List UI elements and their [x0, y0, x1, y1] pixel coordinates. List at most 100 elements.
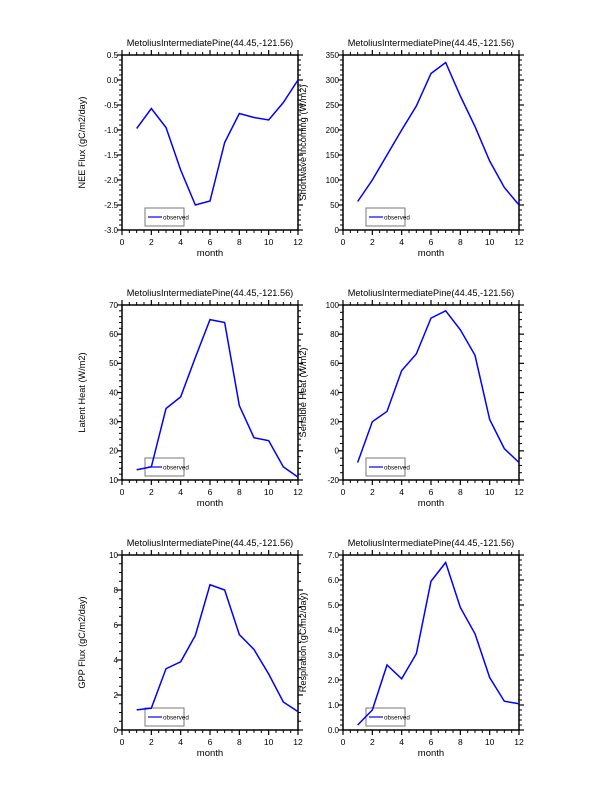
y-axis-label: Sensible Heat (W/m2)	[298, 348, 308, 438]
x-tick-label: 2	[370, 487, 375, 497]
x-tick-label: 8	[237, 237, 242, 247]
y-tick-label: -0.5	[104, 101, 118, 110]
legend-box	[365, 207, 406, 227]
plot-frame	[342, 54, 520, 231]
y-tick-label: 3.0	[328, 651, 340, 660]
x-tick-label: 12	[293, 487, 303, 497]
plot-frame	[121, 554, 299, 731]
data-line-observed	[136, 583, 299, 713]
y-tick-label: 0	[114, 726, 119, 735]
x-tick-label: 12	[514, 737, 524, 747]
y-tick-label: 30	[109, 417, 118, 426]
x-tick-label: 2	[370, 737, 375, 747]
legend-label: observed	[384, 215, 410, 222]
x-tick-label: 8	[237, 487, 242, 497]
chart-title: MetoliusIntermediatePine(44.45,-121.56)	[348, 538, 515, 548]
x-tick-label: 6	[429, 237, 434, 247]
y-tick-label: -1.0	[104, 126, 118, 135]
y-axis-label: GPP Flux (gC/m2/day)	[77, 596, 87, 688]
y-tick-label: 200	[326, 126, 340, 135]
data-line-observed	[357, 560, 520, 726]
y-axis-label: Latent Heat (W/m2)	[77, 352, 87, 432]
chart-panel-sensible-heat: MetoliusIntermediatePine(44.45,-121.56) m…	[298, 288, 524, 509]
x-tick-label: 12	[293, 237, 303, 247]
y-tick-label: 0	[335, 447, 340, 456]
plot-frame	[342, 304, 520, 481]
x-tick-label: 2	[149, 737, 154, 747]
x-tick-label: 0	[120, 737, 125, 747]
y-axis-label: Shortwave Incoming (W/m2)	[298, 85, 308, 201]
x-tick-label: 8	[237, 737, 242, 747]
y-tick-label: 5.0	[328, 601, 340, 610]
y-tick-label: 40	[330, 388, 339, 397]
x-tick-label: 6	[208, 737, 213, 747]
y-tick-label: 0	[335, 226, 340, 235]
x-tick-label: 0	[120, 237, 125, 247]
plot-frame	[121, 304, 299, 481]
x-tick-label: 10	[485, 737, 495, 747]
y-tick-label: 6.0	[328, 576, 340, 585]
y-tick-label: 60	[109, 330, 118, 339]
y-tick-label: 2	[114, 691, 119, 700]
x-axis-label: month	[418, 498, 444, 509]
y-tick-label: 0.0	[107, 76, 119, 85]
x-tick-label: 0	[120, 487, 125, 497]
x-tick-label: 8	[458, 487, 463, 497]
chart-panel-latent-heat: MetoliusIntermediatePine(44.45,-121.56) m…	[77, 288, 303, 509]
y-tick-label: 100	[326, 176, 340, 185]
chart-panel-respiration: MetoliusIntermediatePine(44.45,-121.56) m…	[298, 538, 524, 759]
x-tick-label: 4	[399, 487, 404, 497]
y-tick-label: -3.0	[104, 226, 118, 235]
legend-label: observed	[163, 715, 189, 722]
legend-label: observed	[384, 465, 410, 472]
x-tick-label: 10	[485, 237, 495, 247]
x-tick-label: 10	[264, 237, 274, 247]
y-tick-label: 50	[109, 359, 118, 368]
x-tick-label: 6	[429, 737, 434, 747]
y-tick-label: 50	[330, 201, 339, 210]
chart-panel-gpp-flux: MetoliusIntermediatePine(44.45,-121.56) m…	[77, 538, 303, 759]
y-tick-label: -2.5	[104, 201, 118, 210]
chart-panel-nee-flux: MetoliusIntermediatePine(44.45,-121.56) m…	[77, 38, 303, 259]
chart-title: MetoliusIntermediatePine(44.45,-121.56)	[127, 38, 294, 48]
chart-title: MetoliusIntermediatePine(44.45,-121.56)	[348, 288, 515, 298]
chart-panel-shortwave-incoming: MetoliusIntermediatePine(44.45,-121.56) m…	[298, 38, 524, 259]
x-tick-label: 8	[458, 737, 463, 747]
plot-frame	[121, 54, 299, 231]
y-tick-label: 20	[109, 447, 118, 456]
legend-box	[144, 707, 185, 727]
x-tick-label: 2	[149, 237, 154, 247]
y-tick-label: -20	[327, 476, 339, 485]
x-tick-label: 4	[399, 237, 404, 247]
x-axis-label: month	[197, 498, 223, 509]
x-tick-label: 10	[485, 487, 495, 497]
data-line-observed	[136, 318, 299, 478]
y-tick-label: 100	[326, 301, 340, 310]
y-tick-label: 60	[330, 359, 339, 368]
x-tick-label: 10	[264, 487, 274, 497]
legend-label: observed	[163, 465, 189, 472]
y-tick-label: -1.5	[104, 151, 118, 160]
y-axis-label: NEE Flux (gC/m2/day)	[77, 97, 87, 189]
x-axis-label: month	[418, 748, 444, 759]
y-tick-label: 10	[109, 476, 118, 485]
y-tick-label: 80	[330, 330, 339, 339]
legend-box	[144, 457, 185, 477]
legend-label: observed	[163, 215, 189, 222]
data-line-observed	[356, 309, 520, 464]
data-line-observed	[136, 79, 299, 206]
x-tick-label: 0	[341, 237, 346, 247]
y-tick-label: 2.0	[328, 676, 340, 685]
y-tick-label: 0.0	[328, 726, 340, 735]
x-tick-label: 0	[341, 487, 346, 497]
y-tick-label: -2.0	[104, 176, 118, 185]
y-tick-label: 350	[326, 51, 340, 60]
y-tick-label: 6	[114, 621, 119, 630]
y-tick-label: 8	[114, 586, 119, 595]
y-axis-label: Respiration (gC/m2/day)	[298, 593, 308, 693]
x-tick-label: 2	[149, 487, 154, 497]
x-tick-label: 12	[514, 487, 524, 497]
y-tick-label: 250	[326, 101, 340, 110]
x-tick-label: 12	[293, 737, 303, 747]
